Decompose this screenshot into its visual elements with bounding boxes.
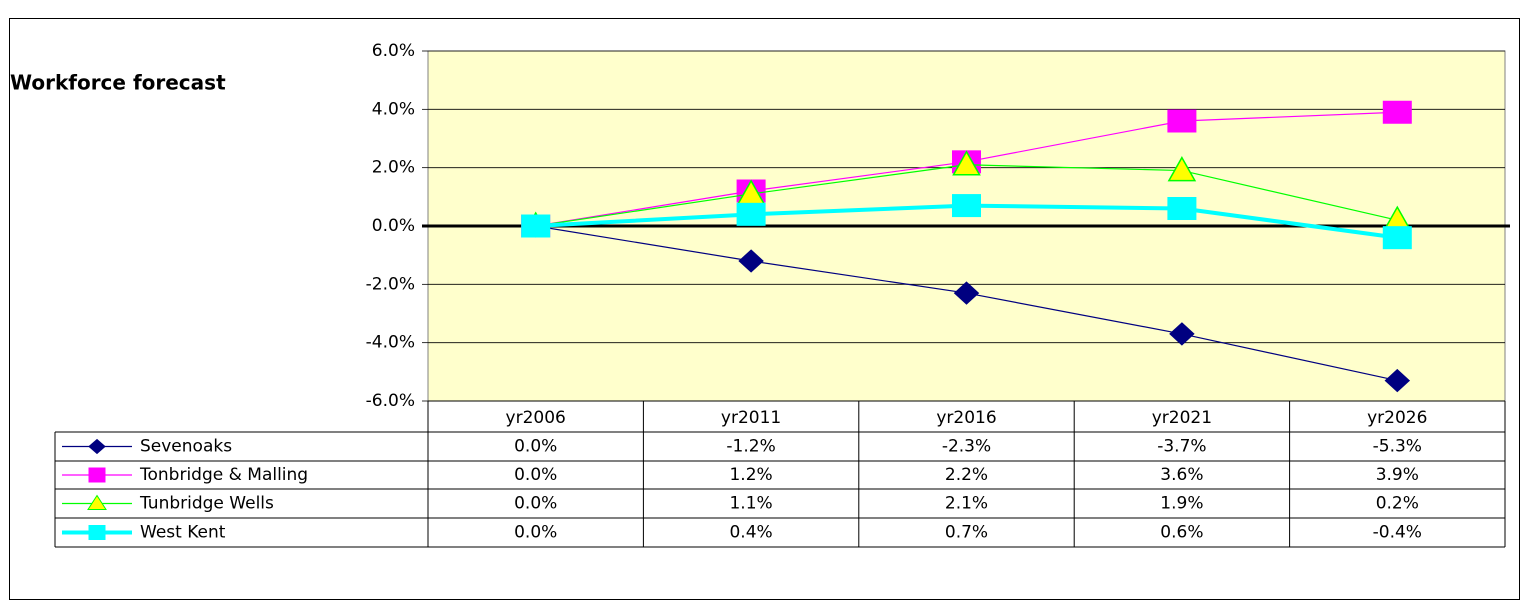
- x-tick-label: yr2006: [506, 408, 566, 428]
- x-tick-label: yr2026: [1367, 408, 1427, 428]
- legend-label: Tunbridge Wells: [139, 494, 274, 514]
- marker: [1167, 156, 1197, 182]
- legend-marker: [88, 438, 106, 455]
- y-tick-label: -2.0%: [366, 274, 415, 294]
- y-tick-label: 6.0%: [372, 41, 415, 61]
- data-label: -1.2%: [726, 437, 775, 457]
- y-tick-label: 2.0%: [372, 158, 415, 178]
- data-label: -0.4%: [1373, 523, 1422, 543]
- data-label: 1.9%: [1160, 494, 1203, 514]
- x-tick-label: yr2016: [936, 408, 996, 428]
- y-tick-label: -6.0%: [366, 391, 415, 411]
- data-label: 0.4%: [729, 523, 772, 543]
- data-label: -3.7%: [1157, 437, 1206, 457]
- data-label: 0.0%: [514, 437, 557, 457]
- marker: [1167, 197, 1197, 220]
- marker: [521, 214, 551, 238]
- y-tick-label: 0.0%: [372, 216, 415, 236]
- chart-title: Workforce forecast: [10, 71, 226, 95]
- data-label: -5.3%: [1373, 437, 1422, 457]
- data-label: 1.2%: [729, 465, 772, 485]
- data-label: 2.1%: [945, 494, 988, 514]
- x-tick-label: yr2011: [721, 408, 781, 428]
- marker: [1384, 368, 1411, 393]
- legend-label: Sevenoaks: [140, 437, 232, 457]
- data-label: 0.6%: [1160, 523, 1203, 543]
- data-label: 2.2%: [945, 465, 988, 485]
- data-label: 0.7%: [945, 523, 988, 543]
- data-label: 0.0%: [514, 465, 557, 485]
- data-label: 0.0%: [514, 523, 557, 543]
- marker: [1167, 109, 1197, 133]
- legend-label: Tonbridge & Malling: [139, 465, 308, 485]
- marker: [952, 150, 981, 176]
- data-label: 3.9%: [1376, 465, 1419, 485]
- marker: [953, 281, 980, 305]
- data-label: 3.6%: [1160, 465, 1203, 485]
- data-label: 1.1%: [729, 494, 772, 514]
- marker: [1382, 100, 1412, 124]
- legend-label: West Kent: [140, 523, 226, 543]
- legend-marker: [88, 525, 106, 540]
- marker: [952, 194, 981, 218]
- marker: [1382, 226, 1412, 250]
- x-tick-label: yr2021: [1152, 408, 1212, 428]
- marker: [738, 249, 764, 273]
- marker: [1169, 322, 1195, 346]
- data-label: -2.3%: [942, 437, 991, 457]
- y-tick-label: 4.0%: [372, 99, 415, 119]
- legend-marker: [88, 467, 106, 483]
- legend-marker: [87, 494, 107, 510]
- data-label: 0.0%: [514, 494, 557, 514]
- data-label: 0.2%: [1376, 494, 1419, 514]
- y-tick-label: -4.0%: [366, 333, 415, 353]
- marker: [736, 202, 766, 226]
